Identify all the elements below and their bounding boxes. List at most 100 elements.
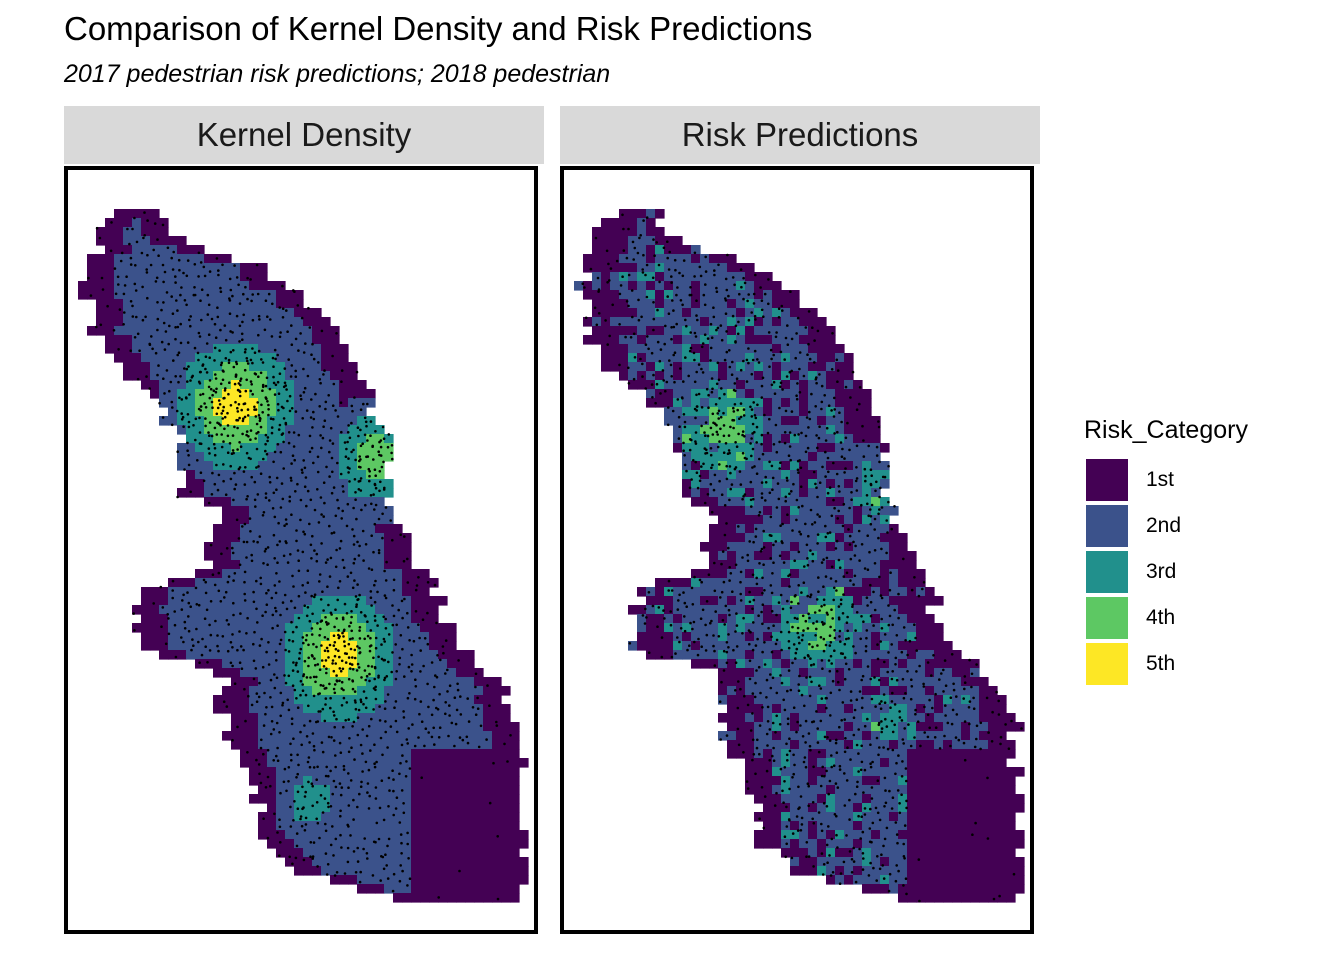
collision-point xyxy=(306,569,310,572)
grid-cell-risk-1 xyxy=(519,839,529,849)
grid-cell-risk-2 xyxy=(799,425,809,435)
grid-cell-risk-2 xyxy=(393,812,403,822)
collision-point xyxy=(278,335,282,339)
grid-cell-risk-1 xyxy=(447,884,457,894)
grid-cell-risk-2 xyxy=(808,569,818,579)
grid-cell-risk-4 xyxy=(835,587,845,597)
grid-cell-risk-2 xyxy=(366,812,376,822)
grid-cell-risk-1 xyxy=(177,650,187,660)
collision-point xyxy=(374,797,378,800)
collision-point xyxy=(368,479,371,483)
collision-point xyxy=(368,649,372,653)
grid-cell-risk-1 xyxy=(438,884,448,894)
collision-point xyxy=(351,586,355,590)
grid-cell-risk-2 xyxy=(934,677,944,687)
grid-cell-risk-2 xyxy=(276,686,286,696)
grid-cell-risk-3 xyxy=(871,506,881,516)
collision-point xyxy=(192,424,195,427)
collision-point xyxy=(342,725,345,729)
collision-point xyxy=(199,261,203,264)
collision-point xyxy=(207,501,211,505)
collision-point xyxy=(414,610,418,613)
grid-cell-risk-3 xyxy=(745,452,755,462)
grid-cell-risk-3 xyxy=(312,605,322,615)
grid-cell-risk-1 xyxy=(150,380,160,390)
collision-point xyxy=(289,476,293,480)
collision-point xyxy=(263,691,266,695)
collision-point xyxy=(276,380,280,384)
grid-cell-risk-1 xyxy=(925,623,935,633)
grid-cell-risk-2 xyxy=(123,236,133,246)
collision-point xyxy=(169,380,173,384)
collision-point xyxy=(284,518,288,521)
collision-point xyxy=(232,365,236,369)
grid-cell-risk-1 xyxy=(339,371,349,381)
collision-point xyxy=(356,426,360,430)
collision-point xyxy=(341,667,345,671)
grid-cell-risk-1 xyxy=(420,884,430,894)
grid-cell-risk-2 xyxy=(375,785,385,795)
grid-cell-risk-2 xyxy=(276,632,286,642)
grid-cell-risk-2 xyxy=(312,506,322,516)
grid-cell-risk-1 xyxy=(907,569,917,579)
collision-point xyxy=(360,676,363,679)
grid-cell-risk-3 xyxy=(844,641,854,651)
collision-point xyxy=(233,264,236,267)
grid-cell-risk-1 xyxy=(141,605,151,615)
collision-point xyxy=(333,691,337,695)
grid-cell-risk-1 xyxy=(267,803,277,813)
grid-cell-risk-2 xyxy=(808,389,818,399)
grid-cell-risk-2 xyxy=(249,299,259,309)
grid-cell-risk-2 xyxy=(709,488,719,498)
grid-cell-risk-1 xyxy=(610,308,620,318)
grid-cell-risk-2 xyxy=(844,659,854,669)
collision-point xyxy=(402,710,405,713)
collision-point xyxy=(329,769,332,773)
collision-point xyxy=(317,521,321,524)
grid-cell-risk-2 xyxy=(267,524,277,534)
collision-point xyxy=(332,644,336,647)
collision-point xyxy=(317,692,320,696)
collision-point xyxy=(326,637,330,641)
collision-point xyxy=(448,704,451,707)
collision-point xyxy=(227,623,230,626)
collision-point xyxy=(307,704,310,708)
collision-point xyxy=(330,456,334,460)
collision-point xyxy=(308,434,312,438)
grid-cell-risk-2 xyxy=(952,677,962,687)
grid-cell-risk-4 xyxy=(727,389,737,399)
grid-cell-risk-1 xyxy=(429,848,439,858)
grid-cell-risk-3 xyxy=(682,353,692,363)
grid-cell-risk-1 xyxy=(772,290,782,300)
collision-point xyxy=(242,292,245,296)
collision-point xyxy=(319,683,323,687)
collision-point xyxy=(213,583,217,587)
grid-cell-risk-3 xyxy=(366,479,376,489)
collision-point xyxy=(323,419,327,422)
grid-cell-risk-2 xyxy=(465,695,475,705)
collision-point xyxy=(226,424,230,427)
collision-point xyxy=(328,575,332,578)
collision-point xyxy=(267,663,271,666)
grid-cell-risk-2 xyxy=(429,677,439,687)
collision-point xyxy=(195,627,198,631)
grid-cell-risk-2 xyxy=(745,344,755,354)
grid-cell-risk-1 xyxy=(96,299,106,309)
grid-cell-risk-2 xyxy=(664,344,674,354)
grid-cell-risk-2 xyxy=(411,659,421,669)
collision-point xyxy=(346,431,350,434)
collision-point xyxy=(301,471,304,474)
grid-cell-risk-1 xyxy=(727,659,737,669)
collision-point xyxy=(294,856,298,860)
grid-cell-risk-2 xyxy=(267,578,277,588)
collision-point xyxy=(136,332,140,336)
collision-point xyxy=(300,468,304,472)
grid-cell-risk-2 xyxy=(132,227,142,237)
collision-point xyxy=(338,547,342,550)
collision-point xyxy=(354,458,357,462)
grid-cell-risk-2 xyxy=(817,452,827,462)
grid-cell-risk-2 xyxy=(393,749,403,759)
collision-point xyxy=(175,299,178,302)
grid-cell-risk-3 xyxy=(213,452,223,462)
grid-cell-risk-4 xyxy=(808,623,818,633)
